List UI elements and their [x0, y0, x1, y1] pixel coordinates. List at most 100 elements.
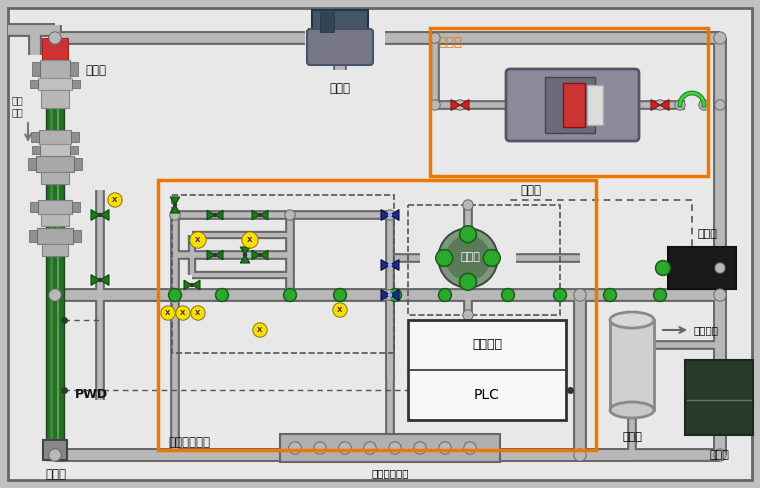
Circle shape	[464, 311, 472, 319]
Circle shape	[173, 203, 176, 206]
Bar	[39, 130, 71, 144]
Bar	[41, 172, 69, 184]
Circle shape	[253, 323, 267, 337]
Bar	[74, 158, 82, 170]
Bar	[37, 228, 73, 244]
Circle shape	[716, 34, 724, 42]
Circle shape	[389, 442, 401, 454]
Circle shape	[464, 442, 476, 454]
Circle shape	[657, 262, 669, 274]
Polygon shape	[240, 247, 250, 255]
Polygon shape	[390, 210, 399, 221]
Circle shape	[49, 289, 61, 301]
Circle shape	[430, 33, 440, 43]
Bar	[73, 230, 81, 242]
FancyBboxPatch shape	[506, 69, 639, 141]
Circle shape	[170, 210, 180, 220]
Circle shape	[446, 236, 490, 280]
Polygon shape	[260, 210, 268, 220]
Circle shape	[483, 249, 500, 266]
Bar	[30, 80, 38, 88]
Circle shape	[161, 306, 175, 320]
Bar	[587, 85, 603, 125]
Bar	[158, 180, 596, 450]
Text: X: X	[195, 310, 201, 316]
Text: X: X	[166, 310, 171, 316]
Text: 流管: 流管	[11, 107, 23, 117]
Circle shape	[714, 289, 726, 301]
Circle shape	[676, 101, 684, 109]
Circle shape	[50, 33, 60, 43]
Circle shape	[386, 291, 394, 299]
Circle shape	[190, 232, 206, 248]
Circle shape	[716, 264, 724, 272]
Circle shape	[108, 193, 122, 207]
Bar	[38, 78, 72, 90]
Circle shape	[191, 306, 205, 320]
Circle shape	[502, 288, 515, 302]
Text: 回压泵: 回压泵	[520, 183, 541, 197]
Circle shape	[254, 324, 266, 336]
Bar	[668, 247, 736, 289]
Bar	[38, 200, 72, 214]
Circle shape	[170, 290, 180, 300]
Circle shape	[440, 290, 450, 300]
Circle shape	[285, 210, 295, 220]
Circle shape	[437, 251, 451, 265]
Circle shape	[283, 288, 296, 302]
Bar	[32, 146, 40, 154]
Text: 控制中心: 控制中心	[472, 339, 502, 351]
Circle shape	[340, 443, 350, 453]
Circle shape	[386, 211, 394, 219]
Bar	[40, 144, 70, 156]
Circle shape	[715, 33, 725, 43]
Bar	[610, 320, 654, 410]
Bar	[70, 62, 78, 76]
Circle shape	[388, 214, 391, 217]
Polygon shape	[381, 210, 390, 221]
Polygon shape	[390, 260, 399, 270]
Polygon shape	[100, 210, 109, 221]
Circle shape	[463, 200, 473, 210]
Bar	[31, 132, 39, 142]
Text: PWD: PWD	[75, 388, 108, 402]
Circle shape	[243, 253, 246, 257]
Polygon shape	[651, 100, 660, 110]
Polygon shape	[100, 275, 109, 285]
Circle shape	[214, 214, 217, 217]
Circle shape	[334, 304, 346, 316]
Text: 止回阀: 止回阀	[45, 468, 66, 482]
Circle shape	[364, 442, 376, 454]
Circle shape	[214, 253, 217, 257]
Circle shape	[575, 450, 585, 460]
Circle shape	[605, 290, 615, 300]
Bar	[36, 156, 74, 172]
Circle shape	[388, 293, 391, 297]
Polygon shape	[451, 100, 460, 110]
Circle shape	[334, 288, 347, 302]
Circle shape	[414, 442, 426, 454]
Bar	[40, 60, 70, 78]
Bar	[408, 320, 566, 420]
Bar	[280, 434, 500, 462]
Circle shape	[463, 310, 473, 320]
Circle shape	[315, 443, 325, 453]
Bar	[71, 132, 79, 142]
Circle shape	[290, 443, 300, 453]
Bar	[430, 28, 708, 176]
Circle shape	[714, 449, 726, 461]
Circle shape	[654, 288, 667, 302]
Circle shape	[715, 33, 725, 43]
Polygon shape	[184, 280, 192, 290]
Text: X: X	[337, 307, 343, 313]
Circle shape	[390, 290, 400, 300]
Circle shape	[574, 449, 586, 461]
Bar	[72, 202, 80, 212]
Circle shape	[655, 290, 665, 300]
Circle shape	[715, 290, 725, 300]
Circle shape	[191, 233, 205, 247]
Circle shape	[700, 101, 708, 109]
Polygon shape	[91, 210, 100, 221]
Bar	[172, 195, 394, 353]
Circle shape	[431, 101, 439, 109]
